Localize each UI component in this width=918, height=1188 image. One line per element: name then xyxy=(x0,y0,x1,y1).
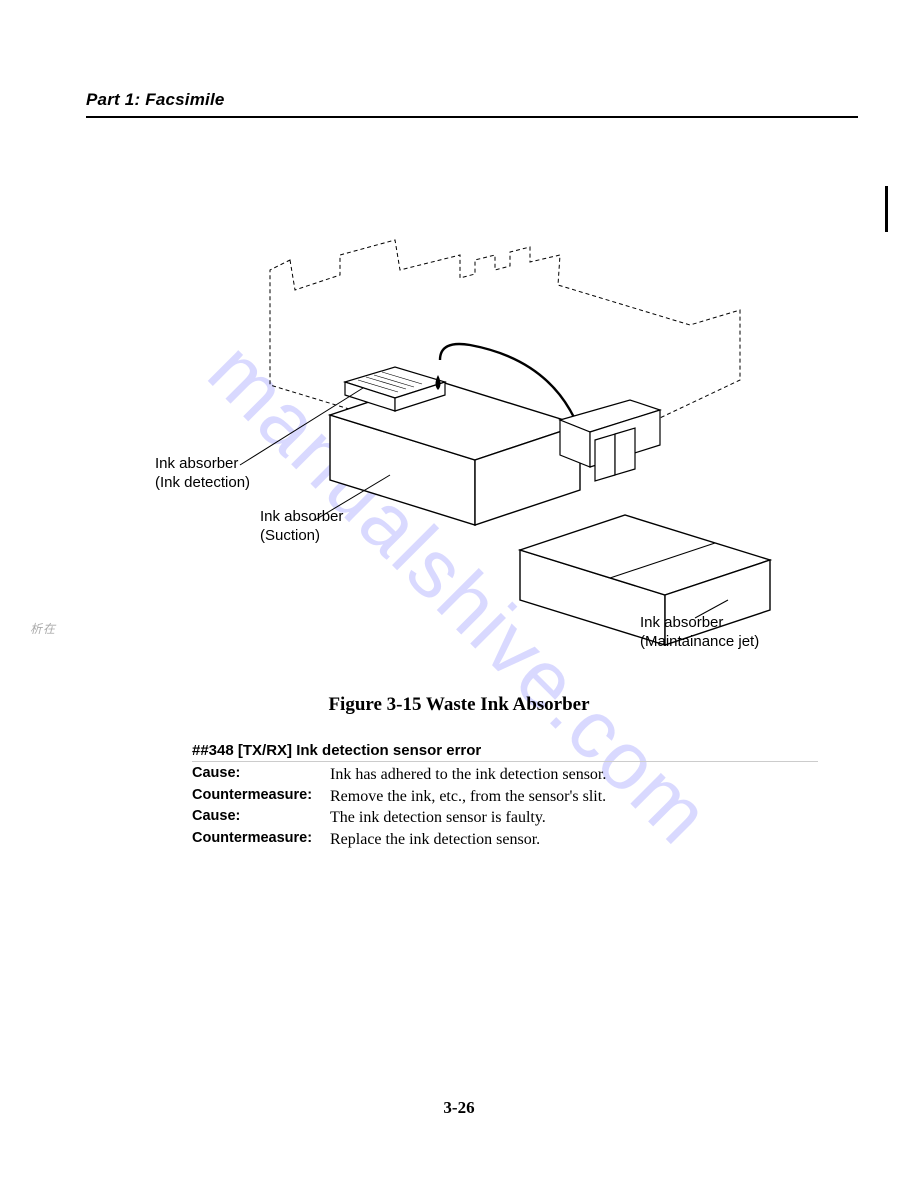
margin-mark xyxy=(885,186,888,232)
figure-diagram: Ink absorber (Ink detection) Ink absorbe… xyxy=(140,230,800,660)
callout-ink-detection: Ink absorber (Ink detection) xyxy=(155,455,250,493)
error-value: Remove the ink, etc., from the sensor's … xyxy=(330,786,606,808)
error-row: Countermeasure: Remove the ink, etc., fr… xyxy=(192,786,818,808)
part-title: Part 1: Facsimile xyxy=(86,90,858,110)
error-value: Replace the ink detection sensor. xyxy=(330,829,540,851)
scan-artifact: 析在 xyxy=(30,620,56,637)
error-row: Cause: Ink has adhered to the ink detect… xyxy=(192,764,818,786)
error-heading: ##348 [TX/RX] Ink detection sensor error xyxy=(192,742,818,762)
page-header: Part 1: Facsimile xyxy=(86,90,858,126)
figure-caption: Figure 3-15 Waste Ink Absorber xyxy=(0,694,918,716)
error-label: Cause: xyxy=(192,807,330,829)
callout-line1: Ink absorber xyxy=(155,455,238,472)
error-row: Cause: The ink detection sensor is fault… xyxy=(192,807,818,829)
callout-line2: (Maintainance jet) xyxy=(640,633,759,650)
error-value: The ink detection sensor is faulty. xyxy=(330,807,546,829)
callout-line1: Ink absorber xyxy=(640,614,723,631)
error-348-block: ##348 [TX/RX] Ink detection sensor error… xyxy=(192,742,818,850)
callout-maintenance: Ink absorber (Maintainance jet) xyxy=(640,614,759,652)
error-label: Countermeasure: xyxy=(192,786,330,808)
callout-line2: (Suction) xyxy=(260,527,320,544)
header-rule xyxy=(86,116,858,118)
error-value: Ink has adhered to the ink detection sen… xyxy=(330,764,606,786)
callout-line2: (Ink detection) xyxy=(155,474,250,491)
error-label: Countermeasure: xyxy=(192,829,330,851)
page-number: 3-26 xyxy=(0,1098,918,1118)
manual-page: Part 1: Facsimile manualshive.com xyxy=(0,0,918,1188)
callout-line1: Ink absorber xyxy=(260,508,343,525)
error-label: Cause: xyxy=(192,764,330,786)
callout-suction: Ink absorber (Suction) xyxy=(260,508,343,546)
error-row: Countermeasure: Replace the ink detectio… xyxy=(192,829,818,851)
